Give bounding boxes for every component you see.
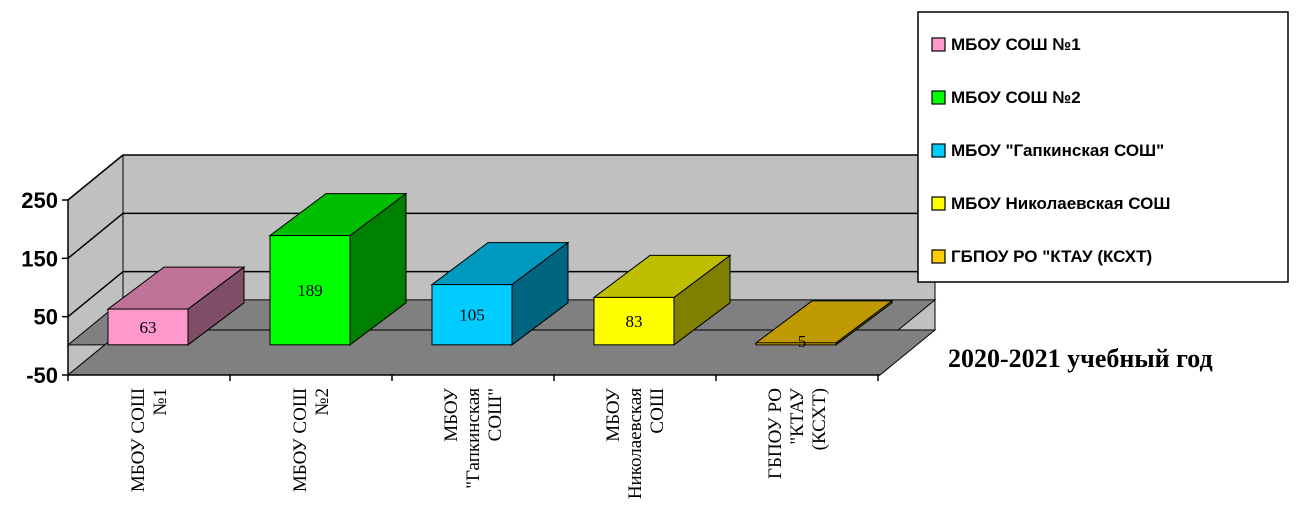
legend-label: МБОУ "Гапкинская СОШ" [951,141,1164,160]
legend-label: МБОУ СОШ №2 [951,88,1081,107]
bar-4 [592,254,732,346]
gridlines [67,154,935,318]
data-label: 189 [297,281,323,300]
bar-2 [268,192,408,346]
gridline-side [67,154,124,201]
x-tick-label-line: (КСХТ) [809,388,830,450]
data-label: 63 [140,318,157,337]
bar-1 [106,266,246,346]
x-tick-label: МБОУ СОШ №1 [128,388,171,492]
legend-swatch [931,90,946,105]
x-tick-label-line: Николаевская [625,388,646,499]
x-tick-label: МБОУ СОШ №2 [290,388,333,492]
bar-front [107,308,189,346]
bar-front [593,296,675,346]
x-tick-label-line: МБОУ [603,387,624,441]
legend-swatch [931,143,946,158]
legend: МБОУ СОШ №1 МБОУ СОШ №2 МБОУ "Гапкинская С… [917,11,1289,283]
x-tick-label-line: "Гапкинская [463,388,484,489]
x-tick-label-line: ГБПОУ РО [765,388,786,479]
legend-swatch [931,196,946,211]
legend-label: ГБПОУ РО "КТАУ (КСХТ) [951,247,1152,266]
x-tick-label: МБОУ Николаевская СОШ [603,387,668,499]
x-tick-label-line: №1 [150,388,171,416]
x-tick-label-line: №2 [312,388,333,416]
x-tick-label-line: СОШ [647,388,668,434]
y-tick-label: -50 [26,363,58,388]
bar-front [269,235,351,346]
data-label: 83 [626,312,643,331]
x-tick-label: МБОУ "Гапкинская СОШ" [441,387,506,488]
gridline-side [67,212,124,259]
data-labels: 63 189 105 83 5 [140,281,807,351]
x-tick-label-line: МБОУ СОШ [128,388,149,492]
x-tick-label-line: "КТАУ [787,387,808,444]
x-tick-labels: МБОУ СОШ №1 МБОУ СОШ №2 МБОУ "Гапкинская СОШ" М… [128,387,830,499]
legend-label: МБОУ СОШ №1 [951,35,1081,54]
data-label: 5 [798,332,807,351]
legend-swatch [931,249,946,264]
chart-annotation: 2020-2021 учебный год [948,344,1213,373]
legend-box [917,11,1289,283]
bar-front [431,284,513,346]
y-tick-label: 50 [34,305,58,330]
x-tick-label-line: МБОУ [441,387,462,441]
y-tick-labels: 250 150 50 -50 [21,188,58,388]
y-tick-label: 150 [21,246,58,271]
axes [62,199,880,381]
bar-5 [754,299,894,346]
gridline-side [67,271,124,318]
x-tick-label-line: СОШ" [485,388,506,441]
legend-swatch [931,37,946,52]
bar-front [755,342,837,346]
bar-3 [430,241,570,346]
data-label: 105 [459,306,485,325]
bars [106,192,894,346]
legend-label: МБОУ Николаевская СОШ [951,194,1170,213]
y-tick-label: 250 [21,188,58,213]
x-tick-label: ГБПОУ РО "КТАУ (КСХТ) [765,387,830,479]
x-tick-label-line: МБОУ СОШ [290,388,311,492]
